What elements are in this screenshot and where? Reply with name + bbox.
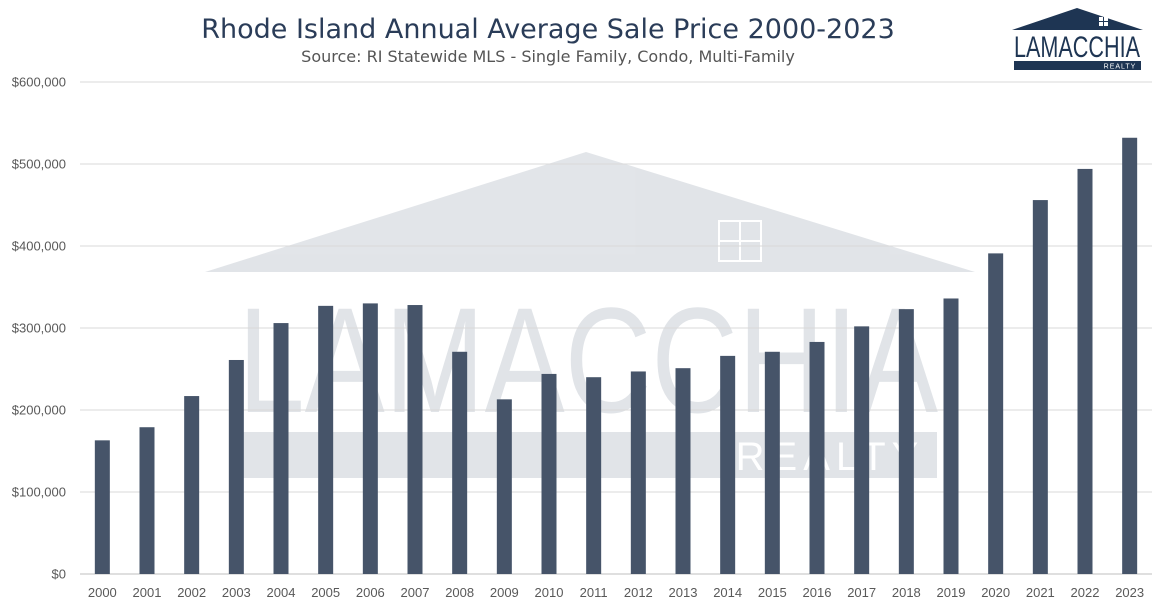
brand-logo: LAMACCHIA REALTY — [1012, 8, 1143, 71]
x-tick-label: 2021 — [1026, 585, 1055, 600]
x-tick-label: 2006 — [356, 585, 385, 600]
x-tick-label: 2014 — [713, 585, 742, 600]
bar-2019 — [943, 298, 959, 574]
x-tick-label: 2002 — [177, 585, 206, 600]
bar-2006 — [362, 303, 378, 574]
x-tick-label: 2015 — [758, 585, 787, 600]
bar-2000 — [94, 440, 110, 574]
y-tick-label: $100,000 — [12, 485, 66, 500]
y-tick-label: $400,000 — [12, 239, 66, 254]
x-tick-label: 2009 — [490, 585, 519, 600]
x-tick-label: 2008 — [445, 585, 474, 600]
bar-2017 — [854, 326, 870, 574]
bar-2013 — [675, 368, 691, 574]
bar-2020 — [988, 253, 1004, 574]
x-tick-label: 2020 — [981, 585, 1010, 600]
bar-2011 — [586, 377, 602, 574]
x-tick-label: 2019 — [937, 585, 966, 600]
grid-lines — [80, 81, 1152, 575]
y-tick-label: $500,000 — [12, 157, 66, 172]
bar-2023 — [1122, 137, 1138, 574]
watermark-sub: REALTY — [736, 435, 925, 479]
x-tick-label: 2003 — [222, 585, 251, 600]
bar-2008 — [452, 351, 468, 574]
bar-2007 — [407, 305, 423, 574]
x-tick-label: 2005 — [311, 585, 340, 600]
bar-2009 — [496, 399, 512, 574]
bar-2014 — [720, 355, 736, 574]
bar-2010 — [541, 373, 557, 574]
bar-2001 — [139, 427, 155, 574]
bar-2012 — [630, 371, 646, 574]
x-tick-label: 2011 — [580, 585, 608, 600]
bar-2016 — [809, 341, 825, 574]
chart-title: Rhode Island Annual Average Sale Price 2… — [201, 14, 895, 45]
x-tick-label: 2007 — [401, 585, 430, 600]
x-tick-label: 2023 — [1115, 585, 1144, 600]
x-tick-label: 2017 — [847, 585, 876, 600]
bar-2003 — [228, 359, 244, 574]
bar-2002 — [184, 396, 200, 574]
x-tick-label: 2001 — [133, 585, 162, 600]
x-tick-label: 2018 — [892, 585, 921, 600]
y-tick-label: $200,000 — [12, 403, 66, 418]
x-tick-label: 2022 — [1071, 585, 1100, 600]
bar-series — [94, 137, 1138, 575]
x-tick-label: 2012 — [624, 585, 653, 600]
y-axis: $0 $100,000 $200,000 $300,000 $400,000 $500,0… — [12, 75, 66, 582]
y-tick-label: $300,000 — [12, 321, 66, 336]
chart-subtitle: Source: RI Statewide MLS - Single Family… — [301, 47, 795, 66]
logo-sub: REALTY — [1104, 64, 1137, 71]
x-tick-label: 2000 — [88, 585, 117, 600]
bar-2005 — [318, 305, 334, 574]
x-tick-label: 2013 — [669, 585, 698, 600]
bar-2018 — [898, 309, 914, 574]
x-tick-label: 2016 — [803, 585, 832, 600]
x-axis: 2000 2001 2002 2003 2004 2005 2006 2007 2008 2009… — [88, 585, 1144, 600]
x-tick-label: 2010 — [535, 585, 564, 600]
bar-2021 — [1032, 200, 1048, 574]
bar-2015 — [764, 351, 780, 574]
y-tick-label: $0 — [52, 567, 66, 582]
x-tick-label: 2004 — [267, 585, 296, 600]
bar-2022 — [1077, 168, 1093, 575]
bar-2004 — [273, 323, 289, 574]
y-tick-label: $600,000 — [12, 75, 66, 90]
logo-roof-icon — [1012, 8, 1143, 30]
logo-name: LAMACCHIA — [1014, 31, 1140, 64]
